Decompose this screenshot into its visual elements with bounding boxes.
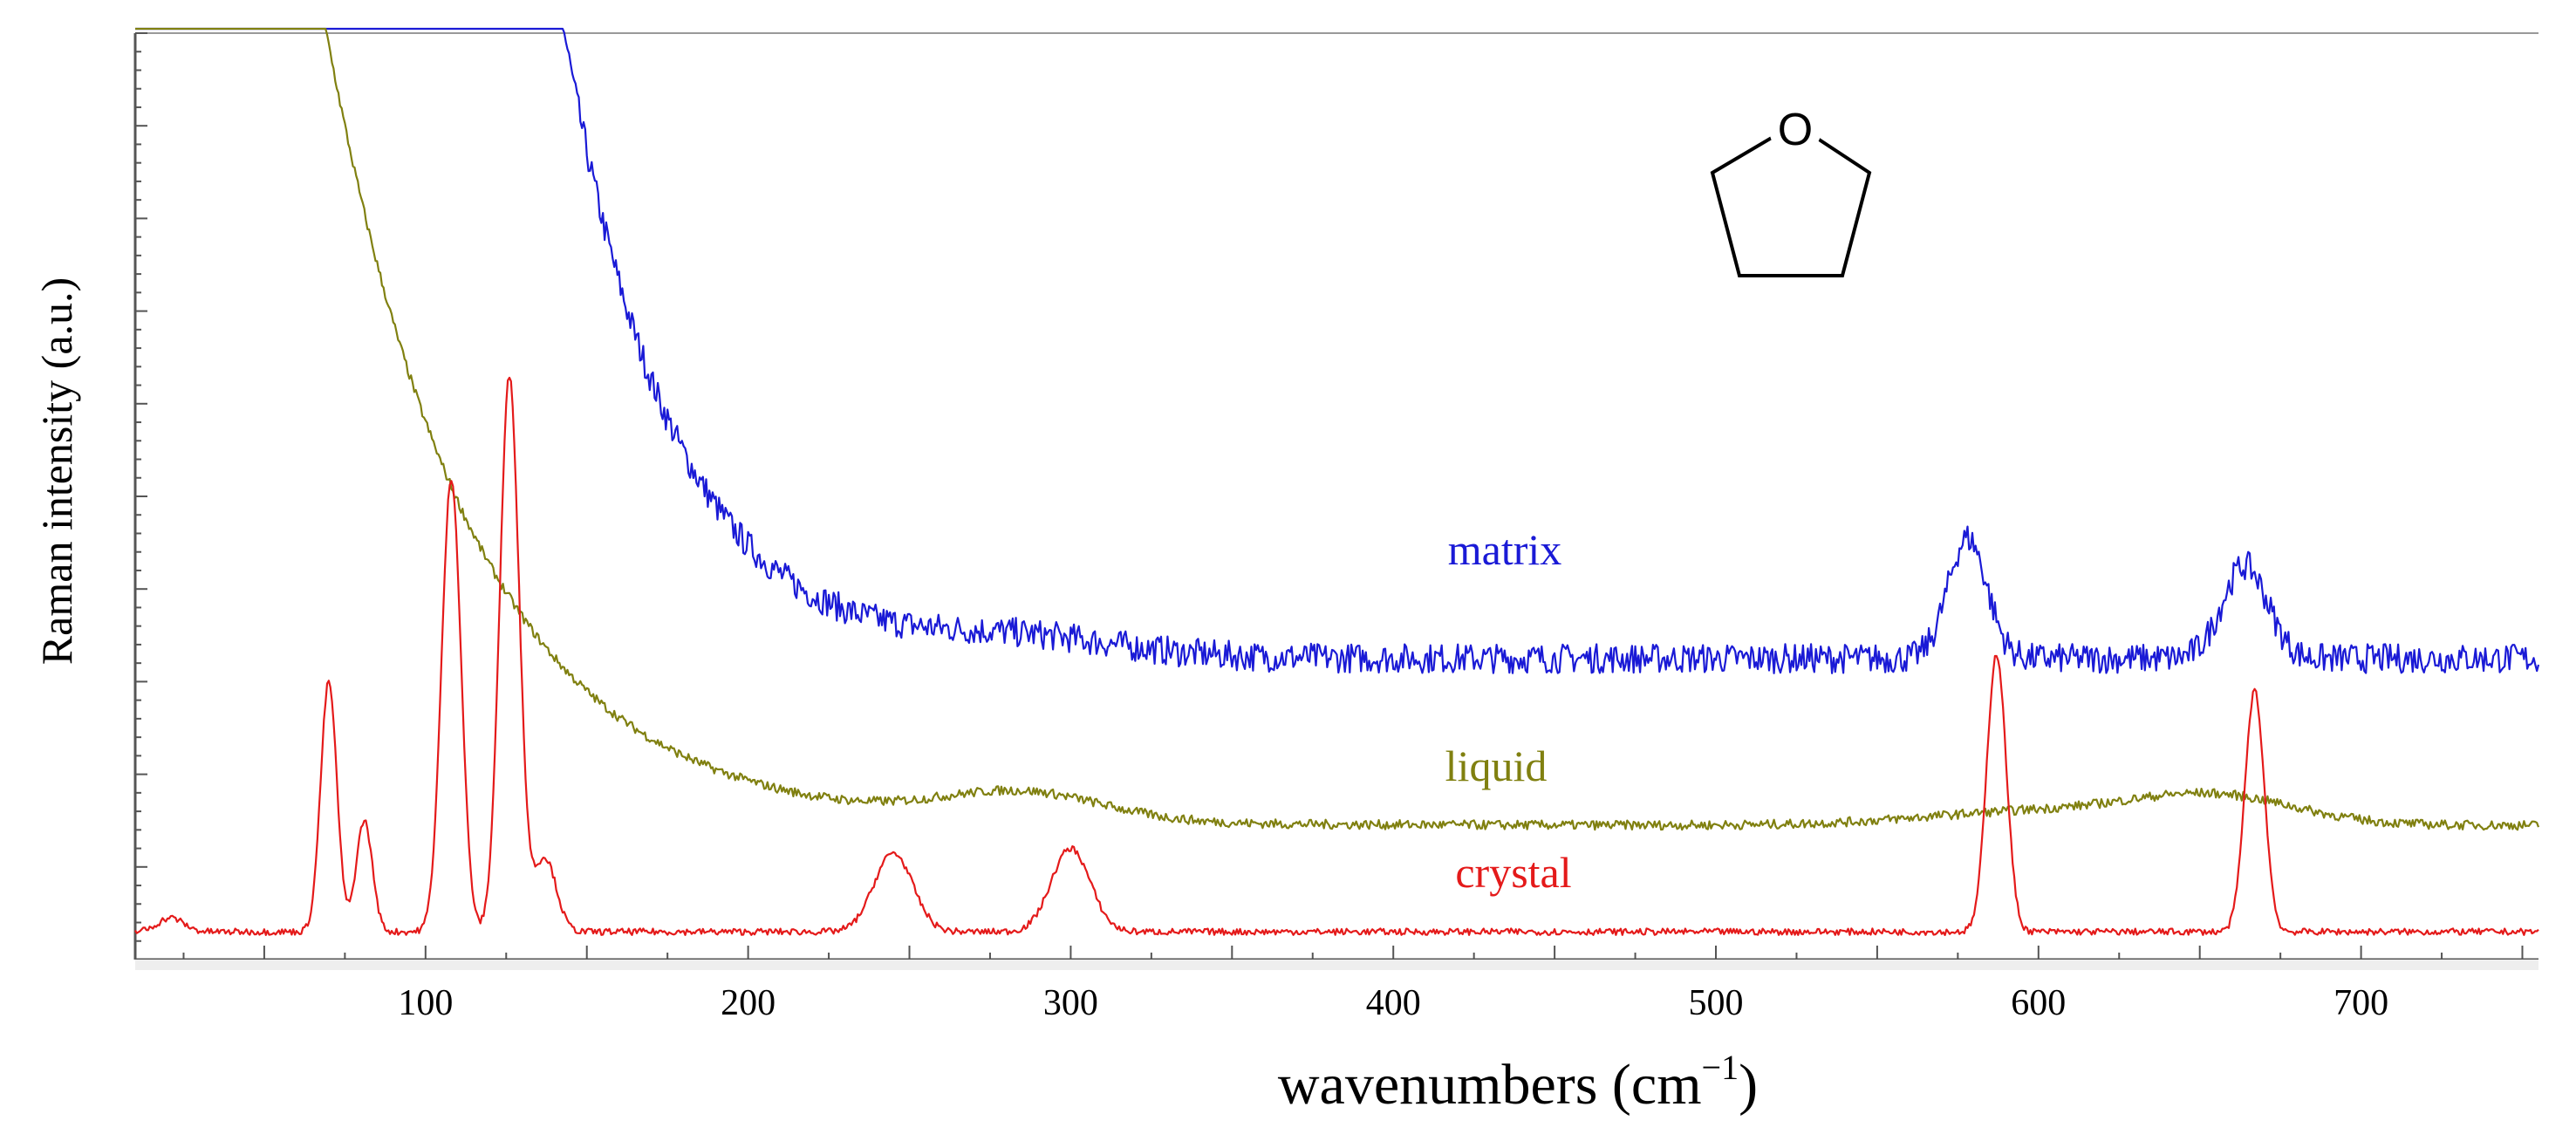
series-line-liquid <box>135 27 2540 831</box>
x-axis-title-superscript: −1 <box>1702 1048 1739 1087</box>
x-tick-label: 300 <box>1043 983 1098 1023</box>
x-tick-label: 600 <box>2011 983 2066 1023</box>
thf-ring-bonds <box>1710 121 1872 277</box>
series-label-matrix: matrix <box>1448 525 1562 574</box>
x-tick-label: 700 <box>2333 983 2388 1023</box>
axes <box>133 32 2538 970</box>
series-line-matrix <box>135 27 2540 674</box>
x-tick-label: 200 <box>721 983 776 1023</box>
x-tick-labels: 100 200 300 400 500 600 700 <box>398 983 2388 1023</box>
oxygen-atom-label: O <box>1778 105 1813 155</box>
x-tick-label: 500 <box>1689 983 1744 1023</box>
series-label-crystal: crystal <box>1455 848 1571 897</box>
oxygen-atom-background <box>1769 103 1821 155</box>
x-axis-title: wavenumbers (cm−1) <box>1278 1048 1758 1117</box>
x-ticks <box>182 946 2524 960</box>
x-axis-title-close: ) <box>1739 1053 1758 1117</box>
thf-molecule-structure: O <box>1710 103 1872 277</box>
series-label-liquid: liquid <box>1445 741 1548 790</box>
series-line-crystal <box>134 376 2539 937</box>
x-tick-label: 100 <box>398 983 453 1023</box>
y-axis-title: Raman intensity (a.u.) <box>32 277 81 665</box>
x-axis-band <box>135 960 2538 970</box>
y-ticks <box>135 32 147 942</box>
x-tick-label: 400 <box>1366 983 1421 1023</box>
x-axis-title-main: wavenumbers (cm <box>1278 1053 1702 1117</box>
series-lines <box>134 27 2540 937</box>
